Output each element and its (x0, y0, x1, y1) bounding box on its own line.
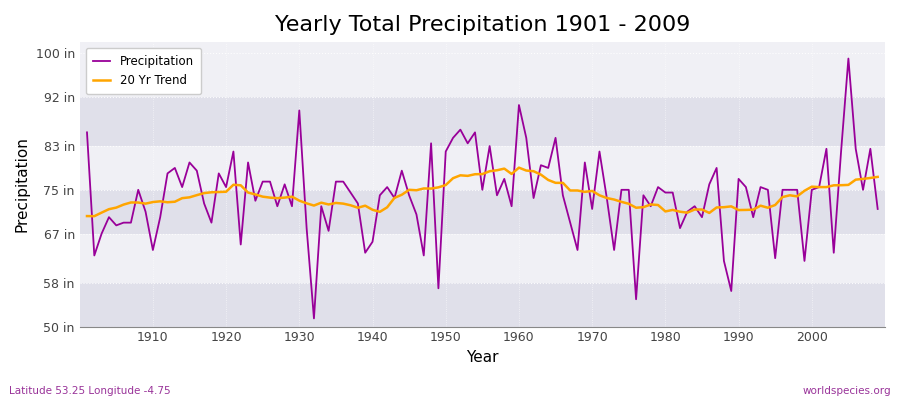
20 Yr Trend (353, 205, 364, 210)
Precipitation (843, 56, 854, 61)
X-axis label: Year: Year (466, 350, 499, 365)
Legend: Precipitation, 20 Yr Trend: Precipitation, 20 Yr Trend (86, 48, 201, 94)
20 Yr Trend (82, 214, 93, 218)
20 Yr Trend (872, 174, 883, 179)
Line: 20 Yr Trend: 20 Yr Trend (87, 168, 878, 216)
Y-axis label: Precipitation: Precipitation (15, 136, 30, 232)
Precipitation (302, 226, 312, 230)
20 Yr Trend (616, 200, 626, 204)
Precipitation (309, 316, 320, 321)
Precipitation (608, 248, 619, 252)
Precipitation (514, 103, 525, 108)
Bar (80, 146, 885, 190)
20 Yr Trend (148, 200, 158, 204)
Text: Latitude 53.25 Longitude -4.75: Latitude 53.25 Longitude -4.75 (9, 386, 171, 396)
Bar (80, 53, 885, 97)
Text: worldspecies.org: worldspecies.org (803, 386, 891, 396)
20 Yr Trend (528, 169, 539, 174)
Bar (80, 234, 885, 283)
20 Yr Trend (521, 168, 532, 173)
Precipitation (82, 130, 93, 135)
20 Yr Trend (309, 203, 320, 208)
Title: Yearly Total Precipitation 1901 - 2009: Yearly Total Precipitation 1901 - 2009 (274, 15, 690, 35)
Bar (80, 190, 885, 234)
Bar (80, 97, 885, 146)
Precipitation (353, 201, 364, 206)
Line: Precipitation: Precipitation (87, 58, 878, 318)
Precipitation (140, 209, 151, 214)
Precipitation (872, 206, 883, 211)
Precipitation (521, 136, 532, 140)
20 Yr Trend (89, 214, 100, 218)
20 Yr Trend (514, 165, 525, 170)
Bar (80, 283, 885, 326)
